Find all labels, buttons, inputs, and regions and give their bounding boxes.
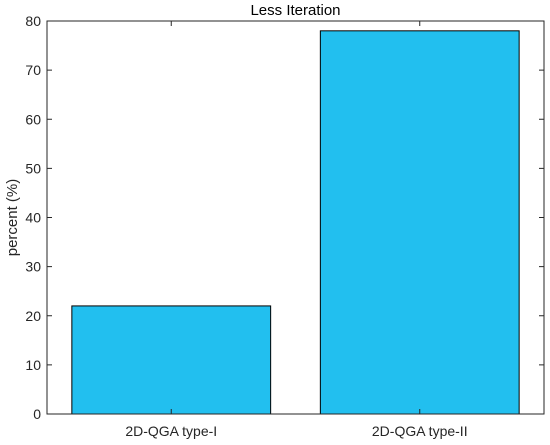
y-tick-label-50: 50 (25, 160, 41, 176)
y-tick-label-80: 80 (25, 13, 41, 29)
x-axis-ticks: 2D-QGA type-I 2D-QGA type-II (125, 21, 468, 439)
bar-2 (319, 30, 520, 415)
y-axis-ticks: 0 10 20 30 40 50 60 70 80 (25, 13, 544, 422)
chart-title: Less Iteration (250, 2, 340, 19)
y-tick-label-30: 30 (25, 259, 41, 275)
x-tick-label-2: 2D-QGA type-II (372, 423, 468, 439)
y-tick-label-70: 70 (25, 62, 41, 78)
bar-1 (71, 305, 272, 415)
y-tick-label-0: 0 (33, 406, 41, 422)
x-tick-label-1: 2D-QGA type-I (125, 423, 217, 439)
y-tick-label-40: 40 (25, 210, 41, 226)
bars-group (71, 30, 520, 415)
y-tick-label-60: 60 (25, 111, 41, 127)
y-axis-label: percent (%) (4, 179, 21, 257)
y-tick-label-10: 10 (25, 357, 41, 373)
plot-frame (46, 20, 545, 415)
y-tick-label-20: 20 (25, 308, 41, 324)
